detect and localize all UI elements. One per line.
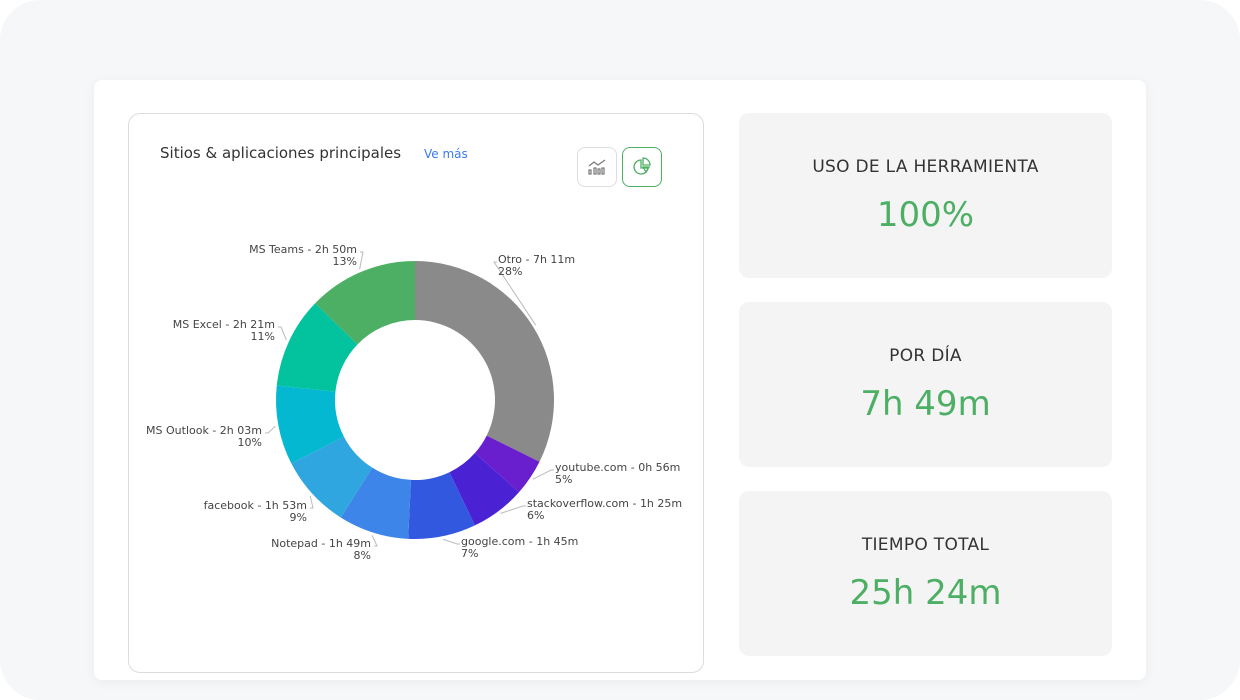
donut-slice-stackoverflow-com[interactable] xyxy=(449,453,520,526)
top-sites-panel: Sitios & aplicaciones principales Ve más… xyxy=(128,113,704,673)
slice-label-name: Otro - 7h 11m xyxy=(498,253,576,266)
donut-slice-ms-excel[interactable] xyxy=(276,303,358,392)
slice-label-name: MS Excel - 2h 21m xyxy=(172,318,275,331)
slice-label-name: google.com - 1h 45m xyxy=(461,535,579,548)
slice-label-percent: 9% xyxy=(289,511,307,524)
donut-slice-otro[interactable] xyxy=(415,261,554,462)
label-connector xyxy=(500,505,526,514)
stat-card-tool-usage: USO DE LA HERRAMIENTA 100% xyxy=(739,113,1112,278)
slice-label-percent: 6% xyxy=(527,509,545,522)
slice-label-percent: 11% xyxy=(250,330,275,343)
line-chart-toggle-button[interactable] xyxy=(577,147,617,187)
slice-label: MS Excel - 2h 21m 11% xyxy=(173,319,275,343)
pie-chart-icon xyxy=(633,157,651,175)
stat-label: USO DE LA HERRAMIENTA xyxy=(812,157,1039,177)
stat-card-per-day: POR DÍA 7h 49m xyxy=(739,302,1112,467)
stat-label: TIEMPO TOTAL xyxy=(861,535,990,555)
slice-label-name: facebook - 1h 53m xyxy=(203,499,307,512)
donut-slice-ms-outlook[interactable] xyxy=(276,385,344,464)
stat-value: 25h 24m xyxy=(849,573,1002,613)
slice-label: Otro - 7h 11m 28% xyxy=(498,254,575,278)
slice-label-name: Notepad - 1h 49m xyxy=(271,537,371,550)
donut-chart xyxy=(265,251,554,547)
slice-label: MS Outlook - 2h 03m 10% xyxy=(146,425,262,449)
slice-label-percent: 8% xyxy=(353,549,371,562)
label-connector xyxy=(278,326,287,341)
pie-chart-toggle-button[interactable] xyxy=(622,147,662,187)
stat-value: 7h 49m xyxy=(860,384,991,424)
label-connector xyxy=(493,261,537,326)
slice-label: facebook - 1h 53m 9% xyxy=(204,500,307,524)
label-connector xyxy=(265,425,276,434)
donut-slice-ms-teams[interactable] xyxy=(315,261,415,345)
label-connector xyxy=(371,535,378,547)
slice-label-percent: 10% xyxy=(237,436,262,449)
slice-label: google.com - 1h 45m 7% xyxy=(461,536,578,560)
see-more-link[interactable]: Ve más xyxy=(424,147,468,161)
slice-label: Notepad - 1h 49m 8% xyxy=(271,538,371,562)
donut-slice-google-com[interactable] xyxy=(408,472,475,539)
panel-title: Sitios & aplicaciones principales xyxy=(160,144,402,162)
slice-label-percent: 5% xyxy=(555,473,573,486)
stat-card-total-time: TIEMPO TOTAL 25h 24m xyxy=(739,491,1112,656)
label-connector xyxy=(309,495,314,509)
slice-label-percent: 7% xyxy=(461,547,479,560)
slice-label-name: MS Outlook - 2h 03m xyxy=(146,424,262,437)
slice-label: MS Teams - 2h 50m 13% xyxy=(249,244,357,268)
stat-label: POR DÍA xyxy=(889,346,962,366)
stat-value: 100% xyxy=(876,195,975,235)
donut-slice-facebook[interactable] xyxy=(291,436,373,518)
donut-slice-youtube-com[interactable] xyxy=(474,435,540,493)
slice-label-name: stackoverflow.com - 1h 25m xyxy=(527,497,683,510)
donut-slice-notepad[interactable] xyxy=(340,467,412,539)
slice-label-percent: 28% xyxy=(498,265,523,278)
label-connector xyxy=(359,251,364,270)
label-connector xyxy=(442,538,460,545)
slice-label-name: MS Teams - 2h 50m xyxy=(249,243,357,256)
label-connector xyxy=(532,469,554,480)
slice-label-percent: 13% xyxy=(332,255,357,268)
slice-label: youtube.com - 0h 56m 5% xyxy=(555,462,680,486)
slice-label-name: youtube.com - 0h 56m xyxy=(555,461,681,474)
line-bar-chart-icon xyxy=(588,159,606,175)
slice-label: stackoverflow.com - 1h 25m 6% xyxy=(527,498,682,522)
